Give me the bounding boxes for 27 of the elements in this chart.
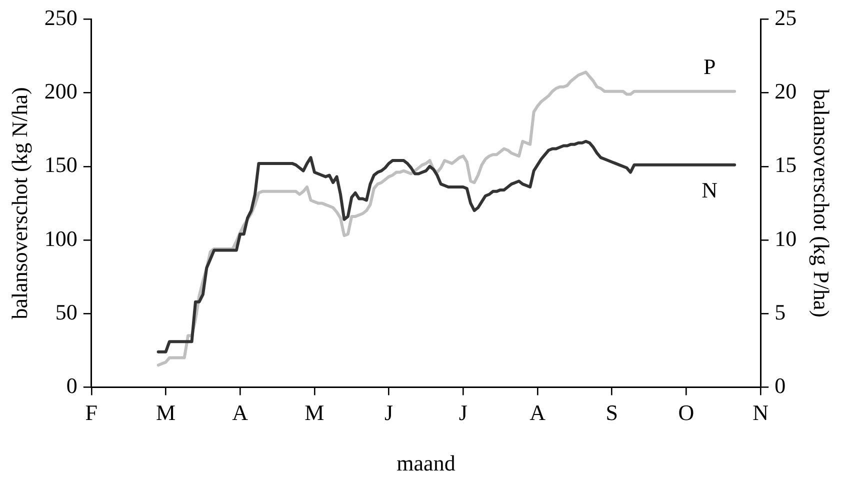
x-tick-label: J bbox=[458, 400, 468, 426]
y-tick-label: 150 bbox=[44, 152, 78, 178]
y2-axis-title: balansoverschot (kg P/ha) bbox=[809, 88, 834, 318]
y2-tick-label: 25 bbox=[774, 4, 797, 30]
x-tick-label: A bbox=[232, 400, 248, 426]
y-tick-label: 50 bbox=[55, 299, 78, 324]
y2-tick-label: 10 bbox=[774, 226, 797, 251]
y2-tick-label: 20 bbox=[774, 78, 797, 104]
x-tick-label: N bbox=[752, 400, 769, 426]
x-tick-label: J bbox=[384, 400, 394, 426]
x-axis-title: maand bbox=[396, 450, 456, 476]
y2-tick-label: 5 bbox=[774, 299, 786, 324]
series-label: N bbox=[702, 178, 718, 203]
y2-tick-label: 15 bbox=[774, 152, 797, 178]
x-tick-label: M bbox=[304, 400, 324, 426]
y-tick-label: 100 bbox=[44, 226, 78, 251]
y-tick-label: 200 bbox=[44, 78, 78, 104]
x-tick-label: M bbox=[156, 400, 176, 426]
x-tick-label: A bbox=[530, 400, 546, 426]
y-axis-title: balansoverschot (kg N/ha) bbox=[6, 87, 32, 320]
x-tick-label: F bbox=[85, 400, 98, 426]
x-tick-label: O bbox=[678, 400, 694, 426]
y-tick-label: 0 bbox=[66, 372, 78, 398]
y2-tick-label: 0 bbox=[774, 372, 786, 398]
series-label: P bbox=[703, 54, 716, 80]
x-tick-label: S bbox=[606, 400, 618, 426]
y-tick-label: 250 bbox=[44, 4, 78, 30]
